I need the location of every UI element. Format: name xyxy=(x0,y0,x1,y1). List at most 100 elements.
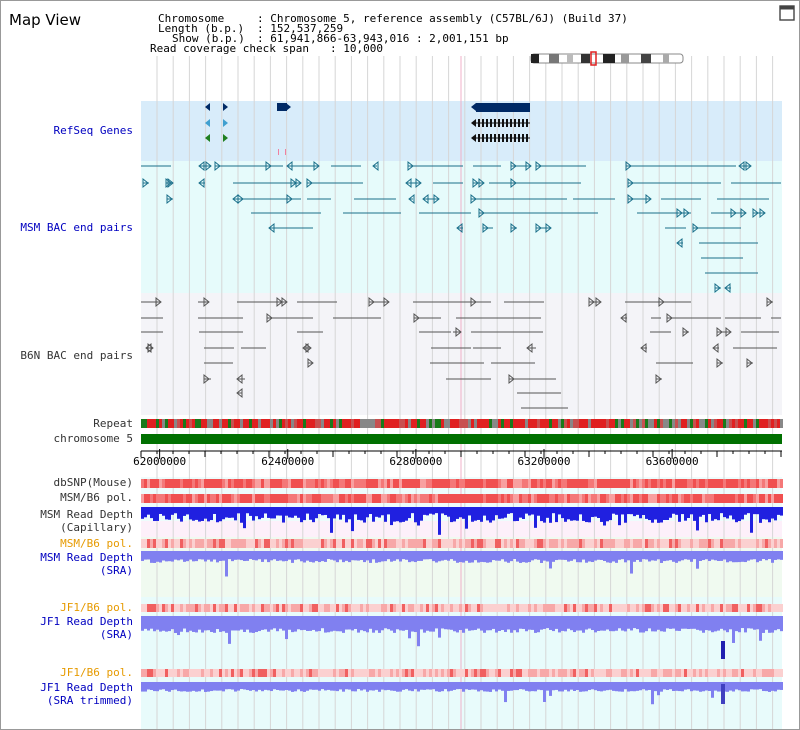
read-depth-bar xyxy=(438,551,441,562)
read-depth-bar xyxy=(327,507,330,519)
repeat-track[interactable] xyxy=(141,419,783,428)
polymorphism-cell xyxy=(609,539,612,548)
polymorphism-cell xyxy=(321,604,324,612)
read-depth-bar xyxy=(555,507,558,523)
chromosome-bar[interactable] xyxy=(141,434,782,444)
polymorphism-cell xyxy=(474,539,477,548)
bac-end-marker xyxy=(313,160,320,172)
read-depth-bar xyxy=(468,551,471,563)
polymorphism-cell xyxy=(657,539,660,548)
read-depth-bar xyxy=(258,507,261,520)
read-depth-bar xyxy=(285,551,288,562)
read-depth-bar xyxy=(285,616,288,640)
polymorphism-cell xyxy=(468,669,471,677)
polymorphism-cell xyxy=(543,604,546,612)
polymorphism-cell xyxy=(270,604,273,612)
repeat-block xyxy=(156,419,159,428)
repeat-block xyxy=(648,419,651,428)
read-depth-bar xyxy=(246,616,249,630)
read-depth-bar xyxy=(357,507,360,520)
repeat-block xyxy=(696,419,699,428)
read-depth-bar xyxy=(480,551,483,562)
polymorphism-cell xyxy=(735,604,738,612)
maximize-icon[interactable] xyxy=(779,5,795,21)
read-depth-bar xyxy=(507,616,510,630)
read-depth-bar xyxy=(321,507,324,516)
polymorphism-cell xyxy=(750,494,753,503)
read-depth-bar xyxy=(282,616,285,631)
repeat-block xyxy=(159,419,162,428)
b6n-bac-pairs[interactable] xyxy=(141,296,781,409)
msm-bac-pairs[interactable] xyxy=(141,160,781,294)
polymorphism-cell xyxy=(768,604,771,612)
read-depth-bar xyxy=(753,551,756,560)
polymorphism-cell xyxy=(435,479,438,488)
polymorphism-cell xyxy=(264,669,267,677)
polymorphism-cell xyxy=(480,479,483,488)
polymorphism-cell xyxy=(246,479,249,488)
polymorphism-cell xyxy=(669,539,672,548)
read-depth-bar xyxy=(567,616,570,629)
read-depth-bar xyxy=(402,507,405,522)
polymorphism-cell xyxy=(303,604,306,612)
polymorphism-cell xyxy=(678,604,681,612)
polymorphism-cell xyxy=(588,494,591,503)
repeat-block xyxy=(270,419,273,428)
read-depth-bar xyxy=(618,616,621,629)
polymorphism-cell xyxy=(744,604,747,612)
polymorphism-cell xyxy=(600,539,603,548)
read-depth-bar xyxy=(267,551,270,563)
polymorphism-cell xyxy=(711,669,714,677)
polymorphism-cell xyxy=(498,539,501,548)
data-strips[interactable] xyxy=(141,479,783,705)
read-depth-bar xyxy=(405,507,408,521)
read-depth-bar xyxy=(609,616,612,632)
polymorphism-cell xyxy=(453,479,456,488)
polymorphism-cell xyxy=(612,539,615,548)
bac-end-marker xyxy=(405,177,412,189)
read-depth-bar xyxy=(174,551,177,560)
polymorphism-cell xyxy=(429,604,432,612)
read-depth-bar xyxy=(255,616,258,633)
read-depth-bar xyxy=(165,682,168,691)
polymorphism-cell xyxy=(738,494,741,503)
bac-end-marker xyxy=(305,342,312,354)
chromosome-ideogram[interactable] xyxy=(530,51,684,66)
polymorphism-cell xyxy=(663,494,666,503)
polymorphism-cell xyxy=(285,604,288,612)
polymorphism-cell xyxy=(702,479,705,488)
polymorphism-cell xyxy=(192,494,195,503)
polymorphism-cell xyxy=(252,669,255,677)
read-depth-bar xyxy=(771,551,774,563)
read-depth-bar xyxy=(360,507,363,521)
polymorphism-cell xyxy=(393,494,396,503)
repeat-block xyxy=(750,419,753,428)
read-depth-bar xyxy=(300,616,303,631)
read-depth-bar xyxy=(480,682,483,691)
polymorphism-cell xyxy=(198,479,201,488)
polymorphism-cell xyxy=(531,479,534,488)
read-depth-bar xyxy=(699,507,702,517)
read-depth-bar xyxy=(186,682,189,692)
polymorphism-cell xyxy=(648,539,651,548)
polymorphism-cell xyxy=(243,539,246,548)
polymorphism-cell xyxy=(297,539,300,548)
read-depth-bar xyxy=(498,507,501,519)
read-depth-bar xyxy=(327,616,330,633)
polymorphism-cell xyxy=(330,604,333,612)
polymorphism-cell xyxy=(765,494,768,503)
read-depth-bar xyxy=(426,551,429,560)
read-depth-bar xyxy=(195,551,198,562)
read-depth-bar xyxy=(441,616,444,629)
read-depth-bar xyxy=(369,507,372,515)
repeat-block xyxy=(438,419,441,428)
refseq-gene-features[interactable] xyxy=(205,103,530,155)
polymorphism-cell xyxy=(492,494,495,503)
bac-end-marker xyxy=(470,193,477,205)
polymorphism-cell xyxy=(219,479,222,488)
read-depth-bar xyxy=(234,507,237,521)
read-depth-bar xyxy=(777,507,780,515)
polymorphism-cell xyxy=(756,494,759,503)
read-depth-bar xyxy=(252,682,255,691)
